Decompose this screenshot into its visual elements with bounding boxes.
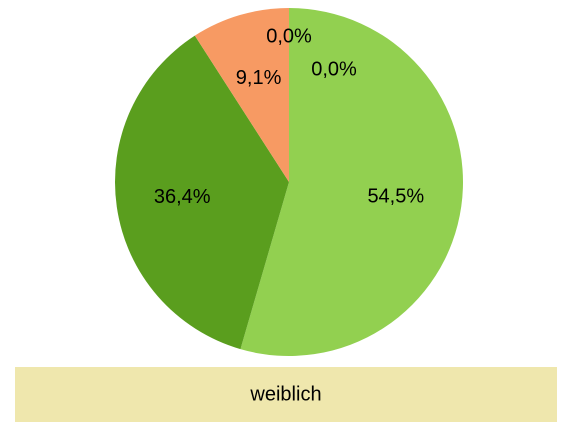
pie-slice [240, 8, 464, 356]
data-label: 0,0% [311, 58, 357, 80]
data-label: 36,4% [154, 186, 211, 208]
data-label: 9,1% [236, 67, 282, 89]
caption-box [15, 367, 557, 422]
chart-title: weiblich [249, 383, 321, 405]
data-label: 0,0% [266, 25, 312, 47]
pie-slice [194, 8, 289, 182]
data-label: 54,5% [367, 185, 424, 207]
pie-slice [115, 35, 289, 350]
